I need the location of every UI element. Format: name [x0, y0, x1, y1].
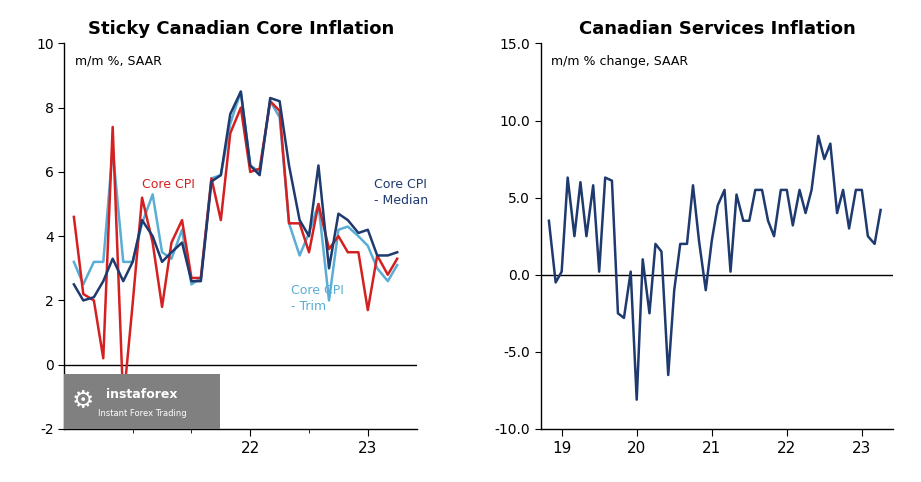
Text: m/m % change, SAAR: m/m % change, SAAR	[552, 55, 688, 68]
Text: Core CPI: Core CPI	[142, 178, 195, 191]
Title: Canadian Services Inflation: Canadian Services Inflation	[578, 20, 856, 38]
Text: Core CPI
- Median: Core CPI - Median	[374, 178, 428, 207]
Text: Core CPI
- Trim: Core CPI - Trim	[291, 284, 344, 313]
Text: Instant Forex Trading: Instant Forex Trading	[98, 409, 186, 418]
Text: instaforex: instaforex	[106, 388, 178, 401]
Title: Sticky Canadian Core Inflation: Sticky Canadian Core Inflation	[87, 20, 394, 38]
Text: m/m %, SAAR: m/m %, SAAR	[75, 55, 162, 68]
Text: ⚙: ⚙	[72, 389, 94, 413]
